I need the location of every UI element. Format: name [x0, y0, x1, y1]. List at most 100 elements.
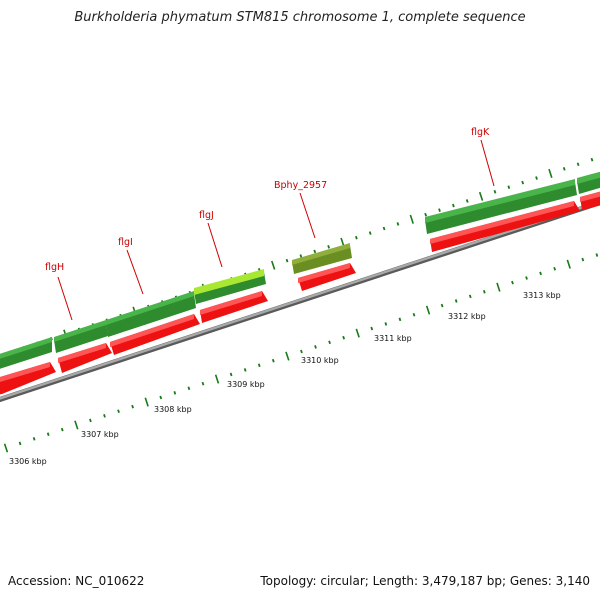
scale-tick: [144, 397, 149, 407]
forward-strand-genes: [0, 171, 600, 372]
scale-tick: [355, 328, 360, 338]
label-flgK[interactable]: flgK: [471, 127, 490, 138]
gene-flgI[interactable]: [106, 294, 196, 337]
outer-tick: [452, 203, 455, 208]
outer-tick: [382, 226, 386, 231]
scale-tick: [117, 409, 120, 414]
outer-tick: [576, 162, 580, 167]
gene-forward-1[interactable]: [0, 340, 52, 372]
label-flgH[interactable]: flgH: [45, 262, 64, 273]
scale-tick: [342, 335, 346, 340]
scale-tick: [454, 299, 458, 303]
genome-summary-text: Topology: circular; Length: 3,479,187 bp…: [260, 574, 590, 588]
outer-tick: [521, 180, 525, 185]
scale-tick-row: [3, 253, 599, 453]
scale-tick: [314, 345, 317, 349]
gene-Bphy_2957[interactable]: [292, 245, 352, 274]
scale-tick: [159, 395, 163, 400]
label-flgI[interactable]: flgI: [118, 237, 133, 248]
map-title: Burkholderia phymatum STM815 chromosome …: [74, 10, 526, 25]
leader-flgH: [57, 276, 73, 321]
reverse-strand-genes: [0, 191, 600, 396]
outer-tick: [548, 168, 553, 178]
scale-label-3306: 3306 kbp: [9, 457, 47, 466]
scale-tick: [539, 271, 542, 276]
scale-tick: [257, 363, 261, 368]
outer-tick: [438, 208, 441, 212]
outer-tick: [313, 249, 317, 254]
scale-tick: [103, 414, 106, 418]
scale-tick: [60, 427, 64, 432]
gene-labels: flgH flgI flgJ Bphy_2957 flgK: [45, 127, 495, 321]
outer-tick: [271, 260, 276, 270]
gene-flgH[interactable]: [54, 323, 108, 353]
scale-tick: [425, 305, 431, 315]
scale-tick: [271, 358, 275, 363]
outer-tick: [478, 191, 484, 201]
scale-tick: [566, 259, 571, 269]
gene-reverse-3-top: [110, 314, 194, 347]
scale-tick: [243, 368, 247, 372]
outer-tick: [535, 176, 538, 180]
label-Bphy_2957[interactable]: Bphy_2957: [274, 180, 327, 191]
scale-label-3312: 3312 kbp: [448, 312, 486, 321]
gene-reverse-1-top: [0, 362, 50, 382]
gene-reverse-5-top: [298, 263, 350, 283]
accession-text: Accession: NC_010622: [8, 574, 145, 588]
label-flgJ[interactable]: flgJ: [199, 210, 214, 221]
scale-tick: [74, 420, 79, 430]
outer-tick: [285, 258, 289, 263]
scale-tick: [553, 267, 557, 271]
scale-tick: [370, 326, 374, 331]
scale-label-3313: 3313 kbp: [523, 291, 561, 300]
outer-tick: [368, 231, 372, 235]
outer-tick: [299, 254, 303, 258]
scale-label-3311: 3311 kbp: [374, 334, 412, 343]
scale-tick: [412, 312, 416, 317]
outer-tick: [409, 214, 414, 224]
leader-flgK: [480, 139, 495, 187]
scale-tick: [525, 276, 528, 280]
outer-tick: [507, 185, 511, 189]
scale-tick: [440, 303, 444, 308]
outer-tick: [424, 212, 428, 217]
scale-label-3308: 3308 kbp: [154, 405, 192, 414]
scale-tick: [201, 381, 205, 386]
scale-tick: [384, 322, 388, 326]
outer-tick: [396, 222, 400, 226]
scale-tick: [3, 443, 9, 453]
gene-forward-end-top: [577, 171, 600, 184]
scale-tick: [214, 374, 220, 384]
scale-tick: [581, 257, 585, 262]
scale-label-3307: 3307 kbp: [81, 430, 119, 439]
gene-reverse-7-top: [580, 191, 600, 202]
gene-flgK[interactable]: [425, 182, 577, 234]
scale-tick: [18, 441, 22, 446]
outer-tick: [465, 199, 469, 203]
gene-reverse-2[interactable]: [58, 343, 112, 373]
leader-flgJ: [207, 222, 223, 268]
scale-label-3309: 3309 kbp: [227, 380, 265, 389]
scale-tick: [32, 437, 36, 441]
scale-tick: [398, 317, 402, 322]
leader-flgI: [126, 249, 144, 295]
scale-label-3310: 3310 kbp: [301, 356, 339, 365]
gene-flgK-top: [425, 179, 575, 223]
scale-tick: [482, 289, 486, 294]
scale-labels: 3306 kbp 3307 kbp 3308 kbp 3309 kbp 3310…: [9, 291, 561, 466]
scale-tick: [468, 294, 472, 299]
scale-tick: [496, 282, 501, 292]
scale-tick: [46, 432, 50, 437]
gene-flgJ-top: [194, 269, 264, 295]
scale-tick: [300, 349, 303, 354]
gene-flgH-top: [54, 320, 106, 342]
outer-tick: [327, 245, 330, 249]
scale-tick: [173, 391, 177, 395]
scale-tick: [285, 351, 290, 361]
outer-tick: [590, 157, 594, 162]
gene-flgI-top: [106, 291, 194, 325]
gene-reverse-1[interactable]: [0, 362, 56, 396]
leader-Bphy_2957: [299, 192, 316, 239]
outer-tick: [355, 235, 358, 240]
